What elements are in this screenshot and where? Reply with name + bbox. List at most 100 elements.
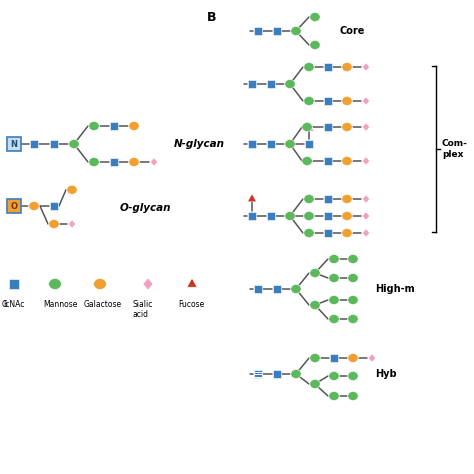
Bar: [248, 140, 256, 148]
Bar: [267, 212, 275, 220]
Ellipse shape: [310, 380, 320, 389]
Ellipse shape: [310, 40, 320, 49]
Bar: [324, 157, 332, 165]
Ellipse shape: [89, 121, 99, 130]
Text: O: O: [10, 201, 18, 210]
Ellipse shape: [49, 219, 59, 228]
Ellipse shape: [304, 194, 314, 203]
FancyBboxPatch shape: [7, 137, 21, 151]
Polygon shape: [68, 220, 75, 228]
Ellipse shape: [302, 156, 312, 165]
Polygon shape: [143, 278, 153, 290]
Bar: [273, 285, 281, 293]
Ellipse shape: [329, 315, 339, 323]
Bar: [50, 140, 58, 148]
Ellipse shape: [342, 194, 352, 203]
Ellipse shape: [310, 354, 320, 363]
Text: Galactose: Galactose: [84, 300, 122, 309]
Ellipse shape: [348, 273, 358, 283]
Polygon shape: [187, 278, 197, 287]
Ellipse shape: [304, 63, 314, 72]
Text: Com-
plex: Com- plex: [442, 139, 468, 159]
Ellipse shape: [129, 121, 139, 130]
Bar: [305, 140, 313, 148]
Ellipse shape: [129, 157, 139, 166]
Bar: [324, 195, 332, 203]
Ellipse shape: [342, 122, 352, 131]
Bar: [248, 212, 256, 220]
Ellipse shape: [329, 255, 339, 264]
Ellipse shape: [348, 392, 358, 401]
Polygon shape: [363, 229, 370, 237]
Ellipse shape: [69, 139, 79, 148]
Polygon shape: [247, 194, 256, 202]
Polygon shape: [363, 63, 370, 71]
Polygon shape: [363, 123, 370, 131]
Polygon shape: [363, 97, 370, 105]
Text: Mannose: Mannose: [43, 300, 77, 309]
Ellipse shape: [310, 301, 320, 310]
Ellipse shape: [348, 315, 358, 323]
Text: N: N: [10, 139, 18, 148]
Bar: [50, 202, 58, 210]
Bar: [273, 370, 281, 378]
Ellipse shape: [304, 211, 314, 220]
Ellipse shape: [49, 279, 61, 290]
Ellipse shape: [285, 139, 295, 148]
Bar: [9, 279, 19, 289]
Polygon shape: [368, 354, 375, 362]
Bar: [254, 370, 262, 378]
Ellipse shape: [329, 392, 339, 401]
Ellipse shape: [329, 372, 339, 381]
Ellipse shape: [291, 27, 301, 36]
Bar: [324, 229, 332, 237]
Text: O-glycan: O-glycan: [120, 203, 172, 213]
Bar: [324, 212, 332, 220]
Ellipse shape: [348, 372, 358, 381]
Bar: [30, 140, 38, 148]
Ellipse shape: [342, 63, 352, 72]
Ellipse shape: [342, 97, 352, 106]
Ellipse shape: [89, 157, 99, 166]
Ellipse shape: [348, 255, 358, 264]
Ellipse shape: [291, 370, 301, 379]
Ellipse shape: [304, 97, 314, 106]
Ellipse shape: [310, 12, 320, 21]
Ellipse shape: [329, 295, 339, 304]
Text: High-m: High-m: [375, 284, 415, 294]
Polygon shape: [363, 157, 370, 165]
Text: Hyb: Hyb: [375, 369, 397, 379]
Ellipse shape: [302, 122, 312, 131]
Polygon shape: [304, 123, 313, 131]
Text: B: B: [207, 11, 217, 24]
Ellipse shape: [329, 273, 339, 283]
Bar: [324, 123, 332, 131]
Ellipse shape: [342, 156, 352, 165]
Text: G: G: [2, 300, 8, 309]
Ellipse shape: [342, 228, 352, 237]
Polygon shape: [363, 195, 370, 203]
Text: lcNAc: lcNAc: [3, 300, 24, 309]
Bar: [110, 122, 118, 130]
Text: Fucose: Fucose: [178, 300, 204, 309]
Bar: [324, 63, 332, 71]
Ellipse shape: [285, 80, 295, 89]
FancyBboxPatch shape: [7, 199, 21, 213]
Text: Sialic
acid: Sialic acid: [133, 300, 154, 319]
Text: Core: Core: [340, 26, 365, 36]
Ellipse shape: [310, 268, 320, 277]
Bar: [330, 354, 338, 362]
Ellipse shape: [285, 211, 295, 220]
Ellipse shape: [342, 211, 352, 220]
Polygon shape: [150, 158, 157, 166]
Bar: [273, 27, 281, 35]
Bar: [267, 140, 275, 148]
Ellipse shape: [348, 295, 358, 304]
Ellipse shape: [67, 185, 77, 194]
Bar: [248, 80, 256, 88]
Text: N-glycan: N-glycan: [174, 139, 225, 149]
Bar: [254, 27, 262, 35]
Ellipse shape: [348, 354, 358, 363]
Bar: [324, 97, 332, 105]
Ellipse shape: [94, 279, 106, 290]
